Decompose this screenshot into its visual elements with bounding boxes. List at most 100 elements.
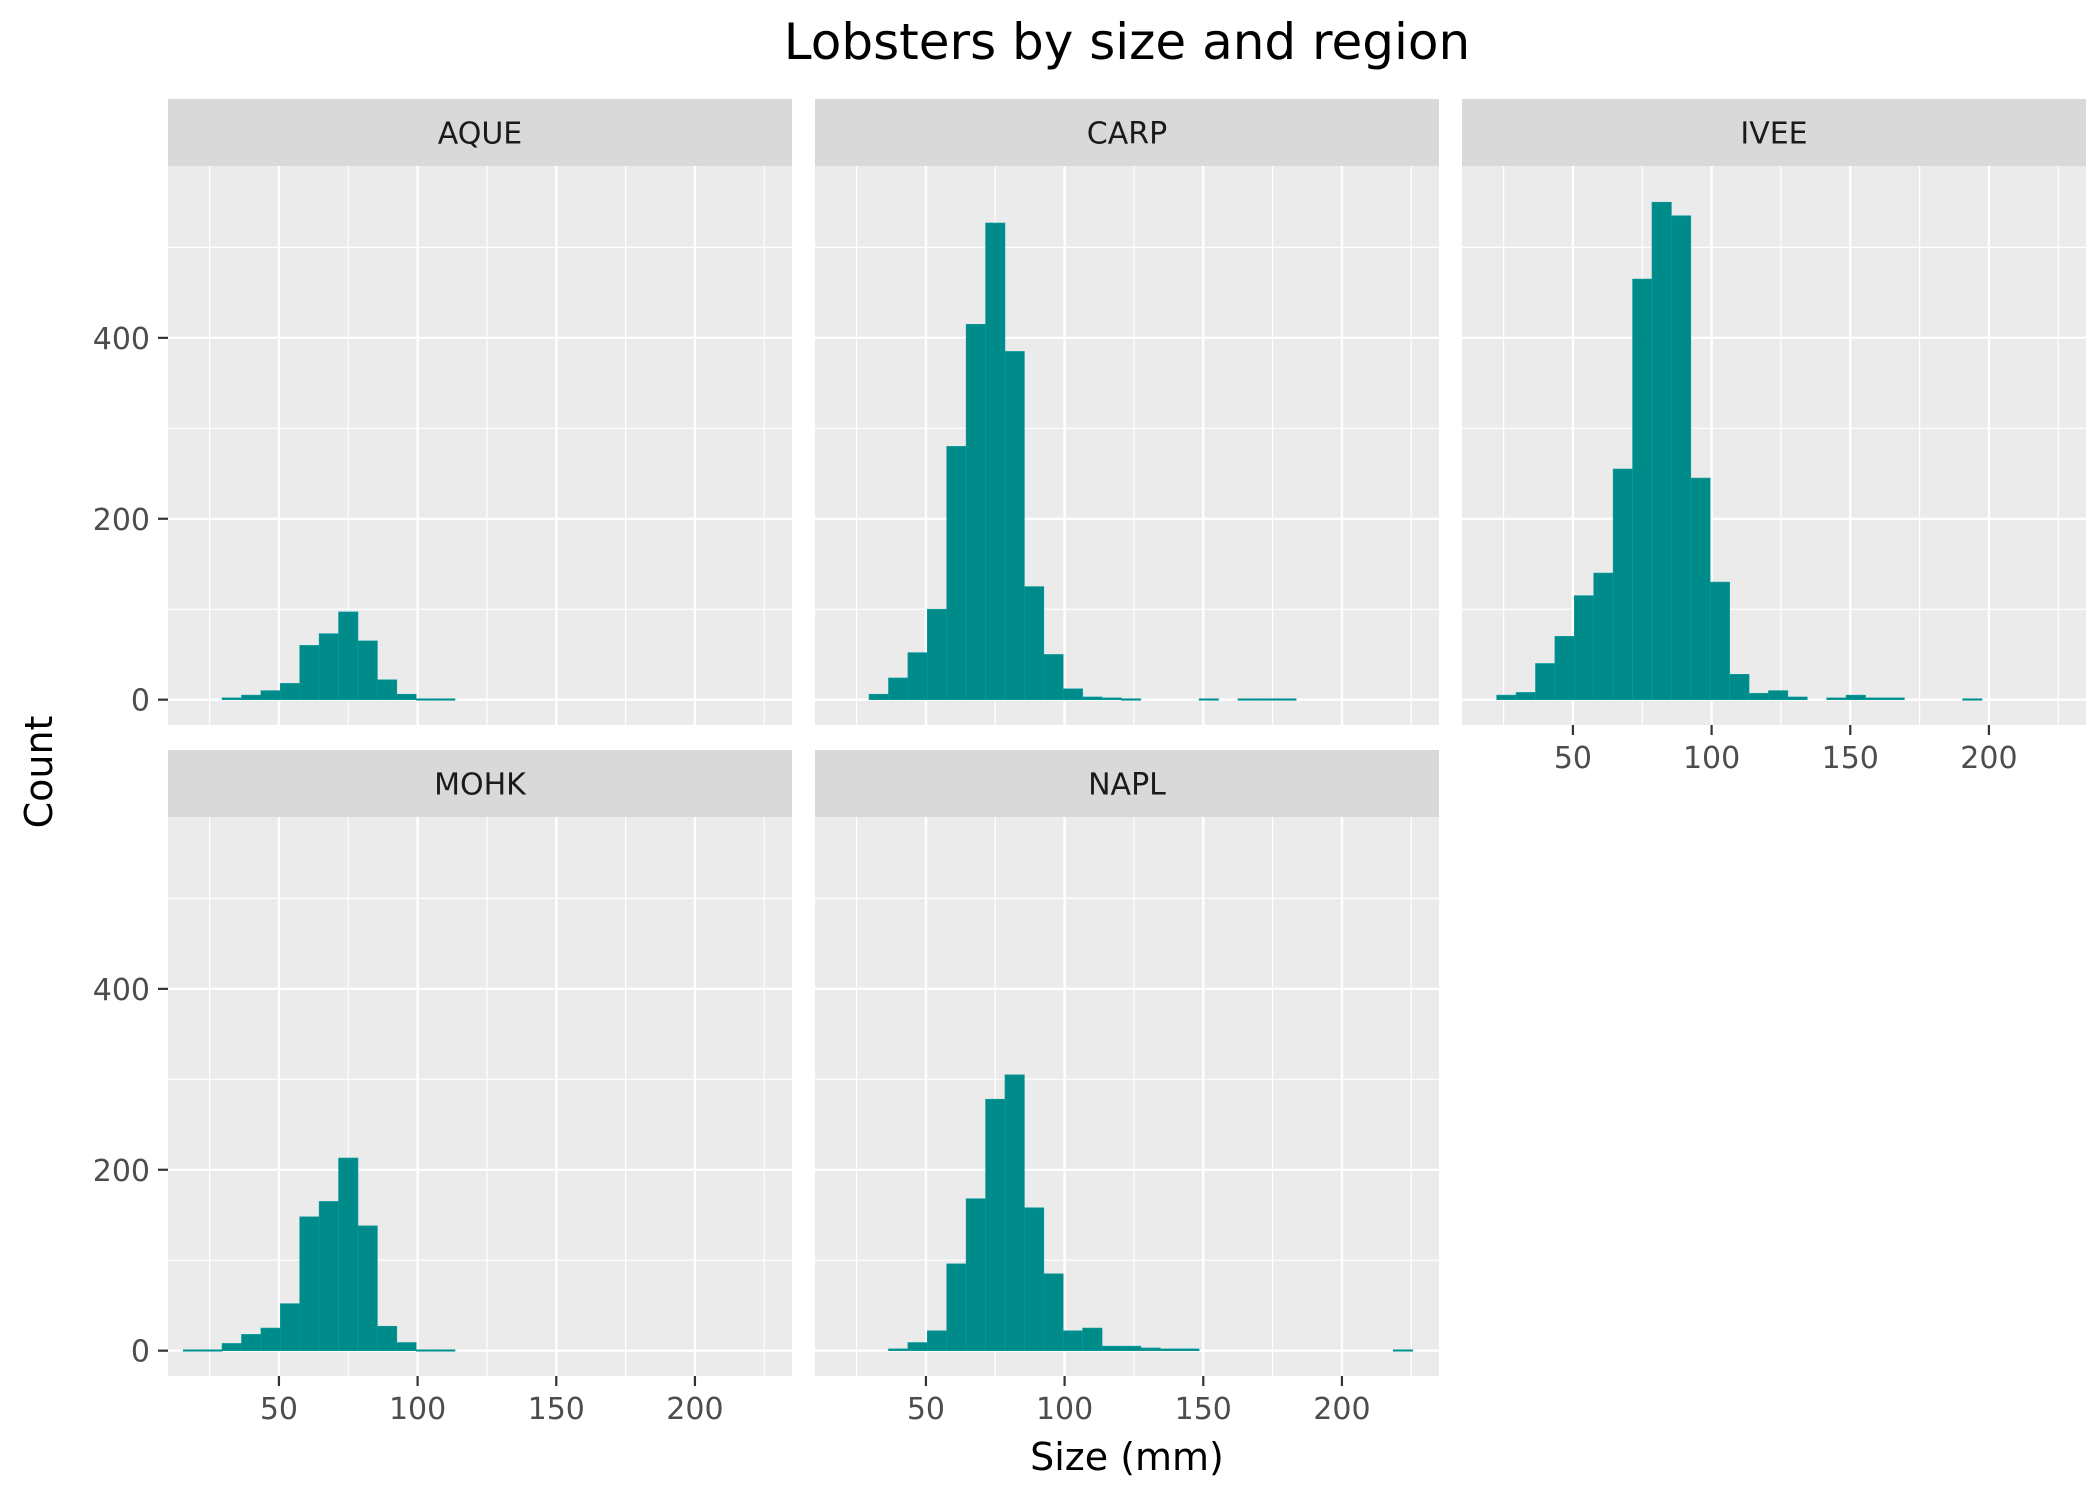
facet-strip-napl [815,750,1439,817]
histogram-bar [1004,1074,1025,1351]
histogram-bar [318,633,339,700]
facet-strip-carp [815,99,1439,166]
histogram-bar [241,1334,262,1351]
histogram-bar [1709,581,1730,700]
histogram-bar [946,1263,967,1351]
histogram-bar [1787,696,1808,700]
x-tick-label: 200 [1960,741,2017,776]
panel-background [168,166,792,725]
histogram-bar [1276,698,1297,701]
histogram-bar [377,1325,398,1351]
histogram-bar [985,1098,1006,1351]
histogram-bar [1612,468,1633,700]
facet-carp: CARP [815,99,1439,725]
x-tick-label: 150 [1822,741,1879,776]
histogram-bar [280,683,301,700]
y-tick-label: 200 [93,503,150,538]
x-axis-title: Size (mm) [1030,1435,1224,1479]
histogram-bar [280,1303,301,1351]
histogram-bar [318,1201,339,1351]
histogram-bar [1082,696,1103,700]
histogram-bar [299,645,320,700]
histogram-bar [1671,215,1692,700]
histogram-bar [1140,1347,1161,1351]
panel-background [1462,166,2086,725]
histogram-bar [396,693,417,700]
panel-background [168,817,792,1376]
histogram-bar [1535,663,1556,700]
facet-strip-aque [168,99,792,166]
histogram-bar [868,693,889,700]
histogram-bar [1179,1348,1200,1351]
facet-napl: NAPL 50 100 150 200 [815,750,1439,1427]
histogram-bar [1062,688,1083,700]
histogram-bar [1101,697,1122,700]
x-tick-label: 200 [666,1392,723,1427]
y-tick-label: 200 [93,1154,150,1189]
facet-label: MOHK [434,768,527,803]
histogram-bar [946,446,967,700]
histogram-bar [1690,477,1711,700]
y-tick-label: 0 [131,1335,150,1370]
histogram-bar [338,1157,359,1351]
histogram-bar [1729,674,1750,700]
panel-background [815,166,1439,725]
histogram-bar [1651,201,1672,700]
histogram-bar [985,222,1006,700]
histogram-bar [1768,690,1789,700]
histogram-bar [357,640,378,700]
histogram-bar [907,652,928,700]
x-tick-label: 100 [1683,741,1740,776]
histogram-bar [1826,697,1847,700]
facet-label: NAPL [1088,768,1166,803]
histogram-bar [1043,654,1064,700]
histogram-bar [1515,692,1536,700]
x-tick-label: 50 [1554,741,1592,776]
histogram-bar [415,698,436,701]
x-tick-label: 200 [1313,1392,1370,1427]
histogram-bar [338,611,359,700]
histogram-bar [1198,698,1219,701]
y-tick-label: 400 [93,322,150,357]
histogram-bar [1574,595,1595,700]
histogram-bar [1496,694,1517,700]
x-tick-label: 150 [1175,1392,1232,1427]
histogram-bar [1865,697,1886,700]
histogram-bar [1062,1330,1083,1351]
x-tick-label: 100 [1036,1392,1093,1427]
histogram-bar [241,694,262,700]
histogram-bar [415,1349,436,1352]
facet-label: IVEE [1740,117,1807,152]
histogram-bar [260,1327,281,1351]
histogram-bar [1024,586,1045,700]
facet-ivee: IVEE 50 100 150 200 [1462,99,2086,776]
histogram-bar [1962,698,1983,701]
histogram-bar [888,677,909,700]
histogram-bar [1748,693,1769,700]
histogram-bar [1024,1207,1045,1351]
x-tick-label: 50 [907,1392,945,1427]
histogram-bar [1593,572,1614,700]
histogram-bar [907,1342,928,1351]
histogram-bar [1101,1345,1122,1351]
facet-label: CARP [1087,117,1167,152]
facet-label: AQUE [438,117,523,152]
chart-title: Lobsters by size and region [784,13,1470,71]
histogram-bar [1159,1348,1180,1351]
facet-mohk: MOHK 0 200 400 50 100 150 200 [93,750,792,1427]
histogram-bar [1121,698,1142,701]
y-axis-title: Count [17,716,61,829]
y-tick-label: 400 [93,973,150,1008]
x-tick-label: 100 [389,1392,446,1427]
histogram-bar [1237,698,1258,701]
histogram-bar [182,1349,203,1352]
histogram-bar [377,679,398,700]
facet-aque: AQUE 0 200 400 [93,99,792,725]
facet-strip-mohk [168,750,792,817]
y-tick-label: 0 [131,684,150,719]
x-tick-label: 50 [260,1392,298,1427]
histogram-bar [888,1348,909,1351]
facet-strip-ivee [1462,99,2086,166]
histogram-bar [435,1349,456,1352]
